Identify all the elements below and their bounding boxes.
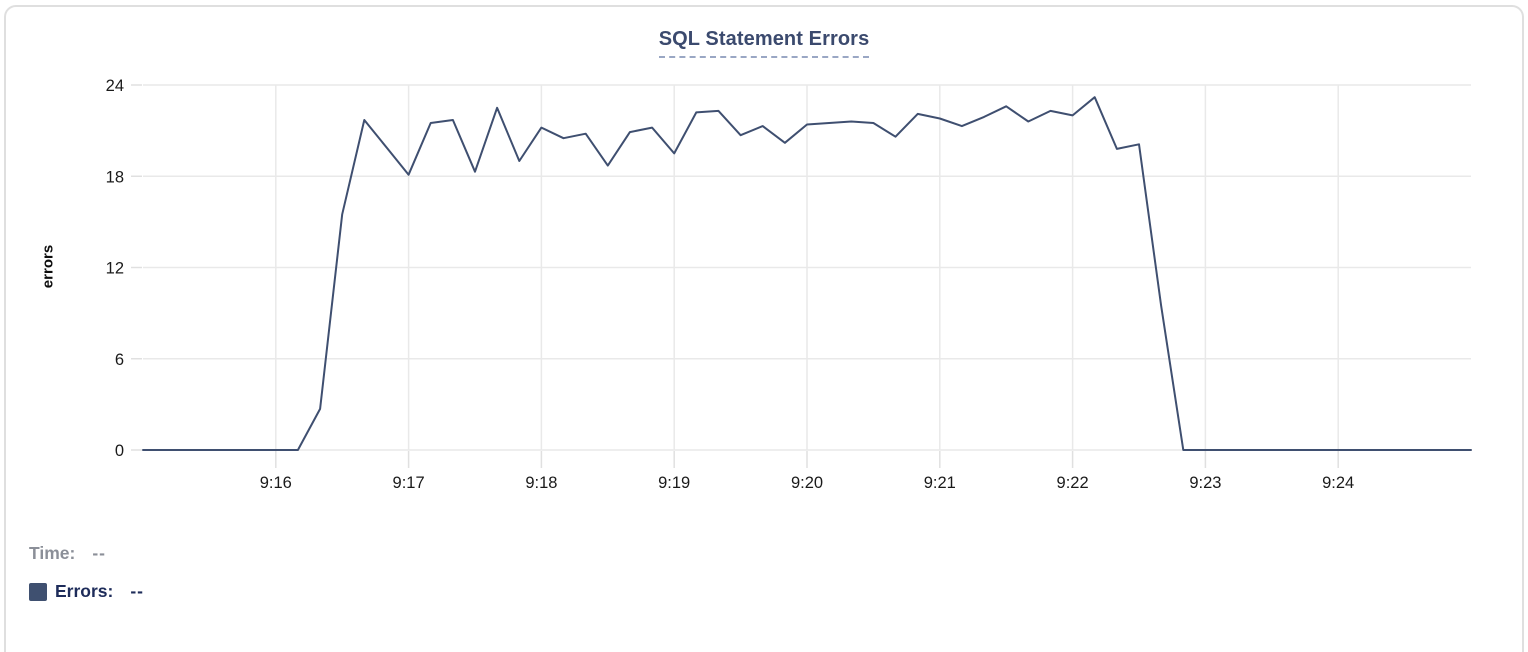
chart-panel-card (4, 5, 1524, 652)
legend-errors-item[interactable]: Errors: -- (29, 581, 144, 602)
y-tick-label: 0 (115, 442, 124, 460)
x-tick-label: 9:21 (924, 474, 956, 492)
x-tick-label: 9:24 (1322, 474, 1354, 492)
y-tick-label: 6 (115, 351, 124, 369)
x-tick-label: 9:20 (791, 474, 823, 492)
x-tick-label: 9:22 (1057, 474, 1089, 492)
x-tick-label: 9:23 (1189, 474, 1221, 492)
x-tick-label: 9:18 (525, 474, 557, 492)
x-tick-label: 9:19 (658, 474, 690, 492)
legend-errors-label: Errors: (55, 581, 114, 601)
legend-time-value: -- (92, 543, 107, 563)
errors-series-line (142, 96, 1472, 451)
y-tick-label: 18 (106, 168, 124, 186)
chart-legend: Time: -- Errors: -- (29, 543, 144, 602)
panel-title-link[interactable]: SQL Statement Errors (658, 28, 870, 58)
legend-time-label: Time: (29, 543, 76, 563)
x-tick-label: 9:17 (393, 474, 425, 492)
legend-errors-value: -- (130, 581, 145, 601)
y-tick-label: 12 (106, 260, 124, 278)
legend-time-row: Time: -- (29, 543, 144, 564)
y-axis-label: errors (39, 244, 57, 289)
panel-header: SQL Statement Errors (0, 28, 1528, 58)
y-tick-label: 24 (106, 77, 124, 95)
x-tick-label: 9:16 (260, 474, 292, 492)
errors-series-swatch (29, 582, 47, 601)
